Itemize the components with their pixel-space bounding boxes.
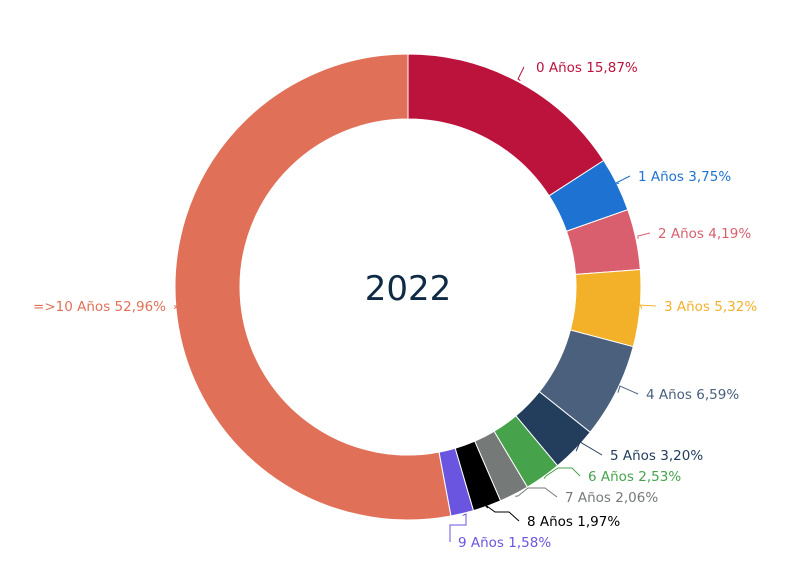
- data-label-2: 1 Años 3,75%: [638, 169, 731, 185]
- leader-line-2: [614, 175, 631, 184]
- leader-line-7: [543, 467, 581, 479]
- leader-line-4: [639, 304, 657, 309]
- leader-line-5: [617, 385, 639, 395]
- leader-line-9: [483, 503, 520, 522]
- data-label-10: 9 Años 1,58%: [458, 535, 551, 551]
- leader-line-11: [173, 305, 180, 310]
- data-label-7: 6 Años 2,53%: [588, 469, 681, 485]
- data-label-9: 8 Años 1,97%: [527, 514, 620, 530]
- leader-lines-layer: [173, 66, 657, 542]
- data-label-8: 7 Años 2,06%: [565, 490, 658, 506]
- data-label-4: 3 Años 5,32%: [664, 299, 757, 315]
- leader-line-1: [517, 66, 525, 82]
- data-label-3: 2 Años 4,19%: [658, 226, 751, 242]
- leader-line-10: [449, 513, 467, 542]
- slice-11: [174, 53, 452, 521]
- data-labels-layer: 0 Años 15,87% 1 Años 3,75% 2 Años 4,19% 3 A…: [33, 60, 757, 551]
- center-year-label: 2022: [365, 269, 452, 309]
- slices-layer: [174, 53, 642, 521]
- data-label-11: =>10 Años 52,96%: [33, 299, 166, 315]
- data-label-5: 4 Años 6,59%: [646, 387, 739, 403]
- data-label-6: 5 Años 3,20%: [610, 448, 703, 464]
- leader-line-8: [515, 487, 558, 498]
- data-label-1: 0 Años 15,87%: [536, 60, 638, 76]
- leader-line-3: [637, 232, 651, 239]
- leader-line-6: [575, 441, 603, 456]
